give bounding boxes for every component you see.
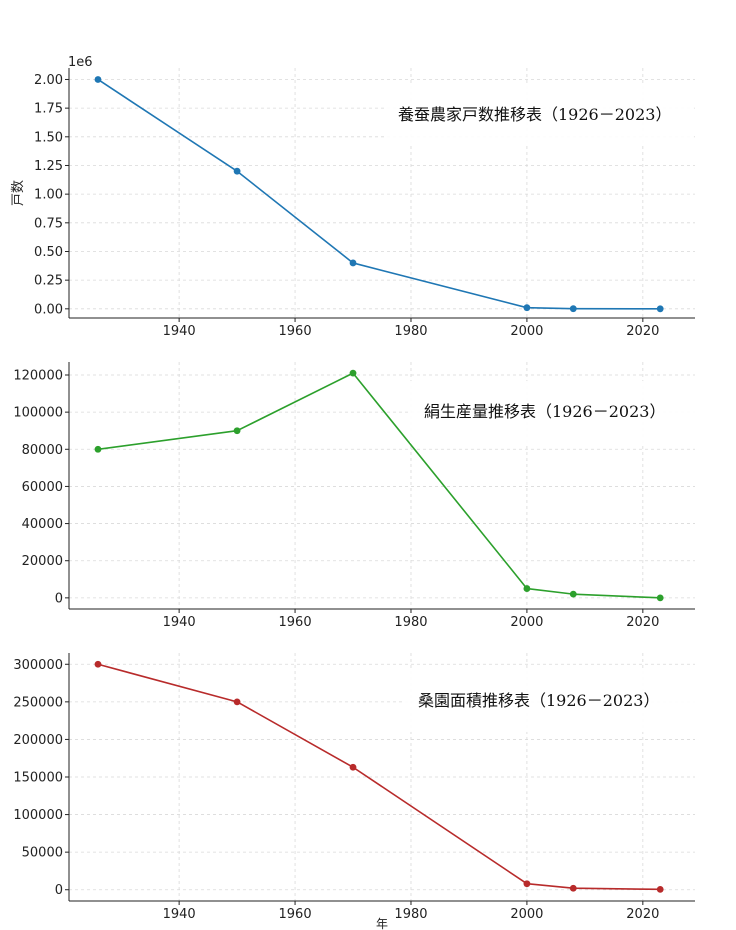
y-tick-label: 0.50 (34, 245, 63, 260)
y-tick-label: 200000 (13, 733, 63, 748)
x-tick-label: 1980 (394, 324, 427, 339)
x-tick-label: 2020 (626, 615, 659, 630)
y-tick-label: 0.75 (34, 216, 63, 231)
series-line (97, 663, 661, 891)
chart-title: 桑園面積推移表（1926－2023） (418, 691, 659, 710)
data-point (656, 594, 664, 602)
chart-panel-2: 1940 1960 1980 2000 2020 0 20000 40000 60000 8000… (13, 362, 720, 630)
chart-title-background (410, 381, 720, 443)
y-offset-label: 1e6 (68, 55, 93, 70)
y-tick-label: 120000 (13, 369, 63, 384)
data-point (94, 76, 102, 83)
chart-panel-1: 1940 1960 1980 2000 2020 0.00 0.25 0.50 0.75 1.00… (11, 55, 695, 339)
chart-panel-3: 1940 1960 1980 2000 2020 0 50000 100000 150000 20… (13, 653, 714, 930)
x-tick-label: 1960 (279, 615, 312, 630)
y-tick-label: 250000 (13, 695, 63, 710)
data-point (523, 585, 531, 592)
y-tick-label: 150000 (13, 771, 63, 786)
x-tick-label: 1980 (394, 615, 427, 630)
x-tick-label: 1960 (279, 324, 312, 339)
x-tick-label: 2020 (626, 907, 659, 922)
y-tick-label: 2.00 (34, 73, 63, 88)
y-tick-label: 300000 (13, 658, 63, 673)
x-tick-label: 1980 (394, 907, 427, 922)
x-tick-label: 2000 (510, 907, 543, 922)
x-tick-label: 1960 (279, 907, 312, 922)
y-tick-label: 0.25 (34, 274, 63, 289)
chart-title-background (404, 670, 714, 732)
x-axis-title: 年 (376, 917, 388, 930)
x-tick-label: 1940 (163, 324, 196, 339)
data-point (349, 259, 357, 267)
y-tick-label: 0 (55, 883, 63, 898)
series-line (97, 372, 661, 599)
y-tick-label: 40000 (22, 517, 63, 532)
data-point (94, 445, 102, 453)
data-point (523, 304, 531, 312)
data-point (349, 763, 357, 771)
y-tick-label: 50000 (22, 846, 63, 861)
chart-title-background (384, 84, 694, 146)
data-point (656, 305, 664, 313)
chart-title: 養蚕農家戸数推移表（1926－2023） (398, 105, 671, 124)
data-point (569, 884, 577, 892)
x-tick-label: 2020 (626, 324, 659, 339)
y-tick-label: 1.25 (34, 159, 63, 174)
data-point (569, 590, 577, 598)
x-tick-label: 2000 (510, 324, 543, 339)
y-tick-label: 1.50 (34, 130, 63, 145)
y-tick-label: 60000 (22, 480, 63, 495)
x-tick-label: 2000 (510, 615, 543, 630)
x-tick-label: 1940 (163, 615, 196, 630)
y-tick-label: 100000 (13, 808, 63, 823)
y-tick-label: 1.00 (34, 188, 63, 203)
series-line (97, 78, 661, 310)
y-tick-label: 1.75 (34, 102, 63, 117)
y-tick-label: 0.00 (34, 302, 63, 317)
data-point (94, 660, 102, 668)
data-point (233, 698, 241, 706)
data-point (233, 427, 241, 435)
y-tick-label: 100000 (13, 406, 63, 421)
data-point (233, 167, 241, 175)
data-point (569, 305, 577, 313)
x-tick-label: 1940 (163, 907, 196, 922)
data-point (656, 885, 664, 893)
y-axis-title: 戸数 (11, 180, 26, 206)
data-point (349, 369, 357, 377)
y-tick-label: 0 (55, 591, 63, 606)
data-point (523, 880, 531, 888)
y-tick-label: 80000 (22, 443, 63, 458)
y-tick-label: 20000 (22, 554, 63, 569)
chart-title: 絹生産量推移表（1926－2023） (424, 402, 665, 421)
